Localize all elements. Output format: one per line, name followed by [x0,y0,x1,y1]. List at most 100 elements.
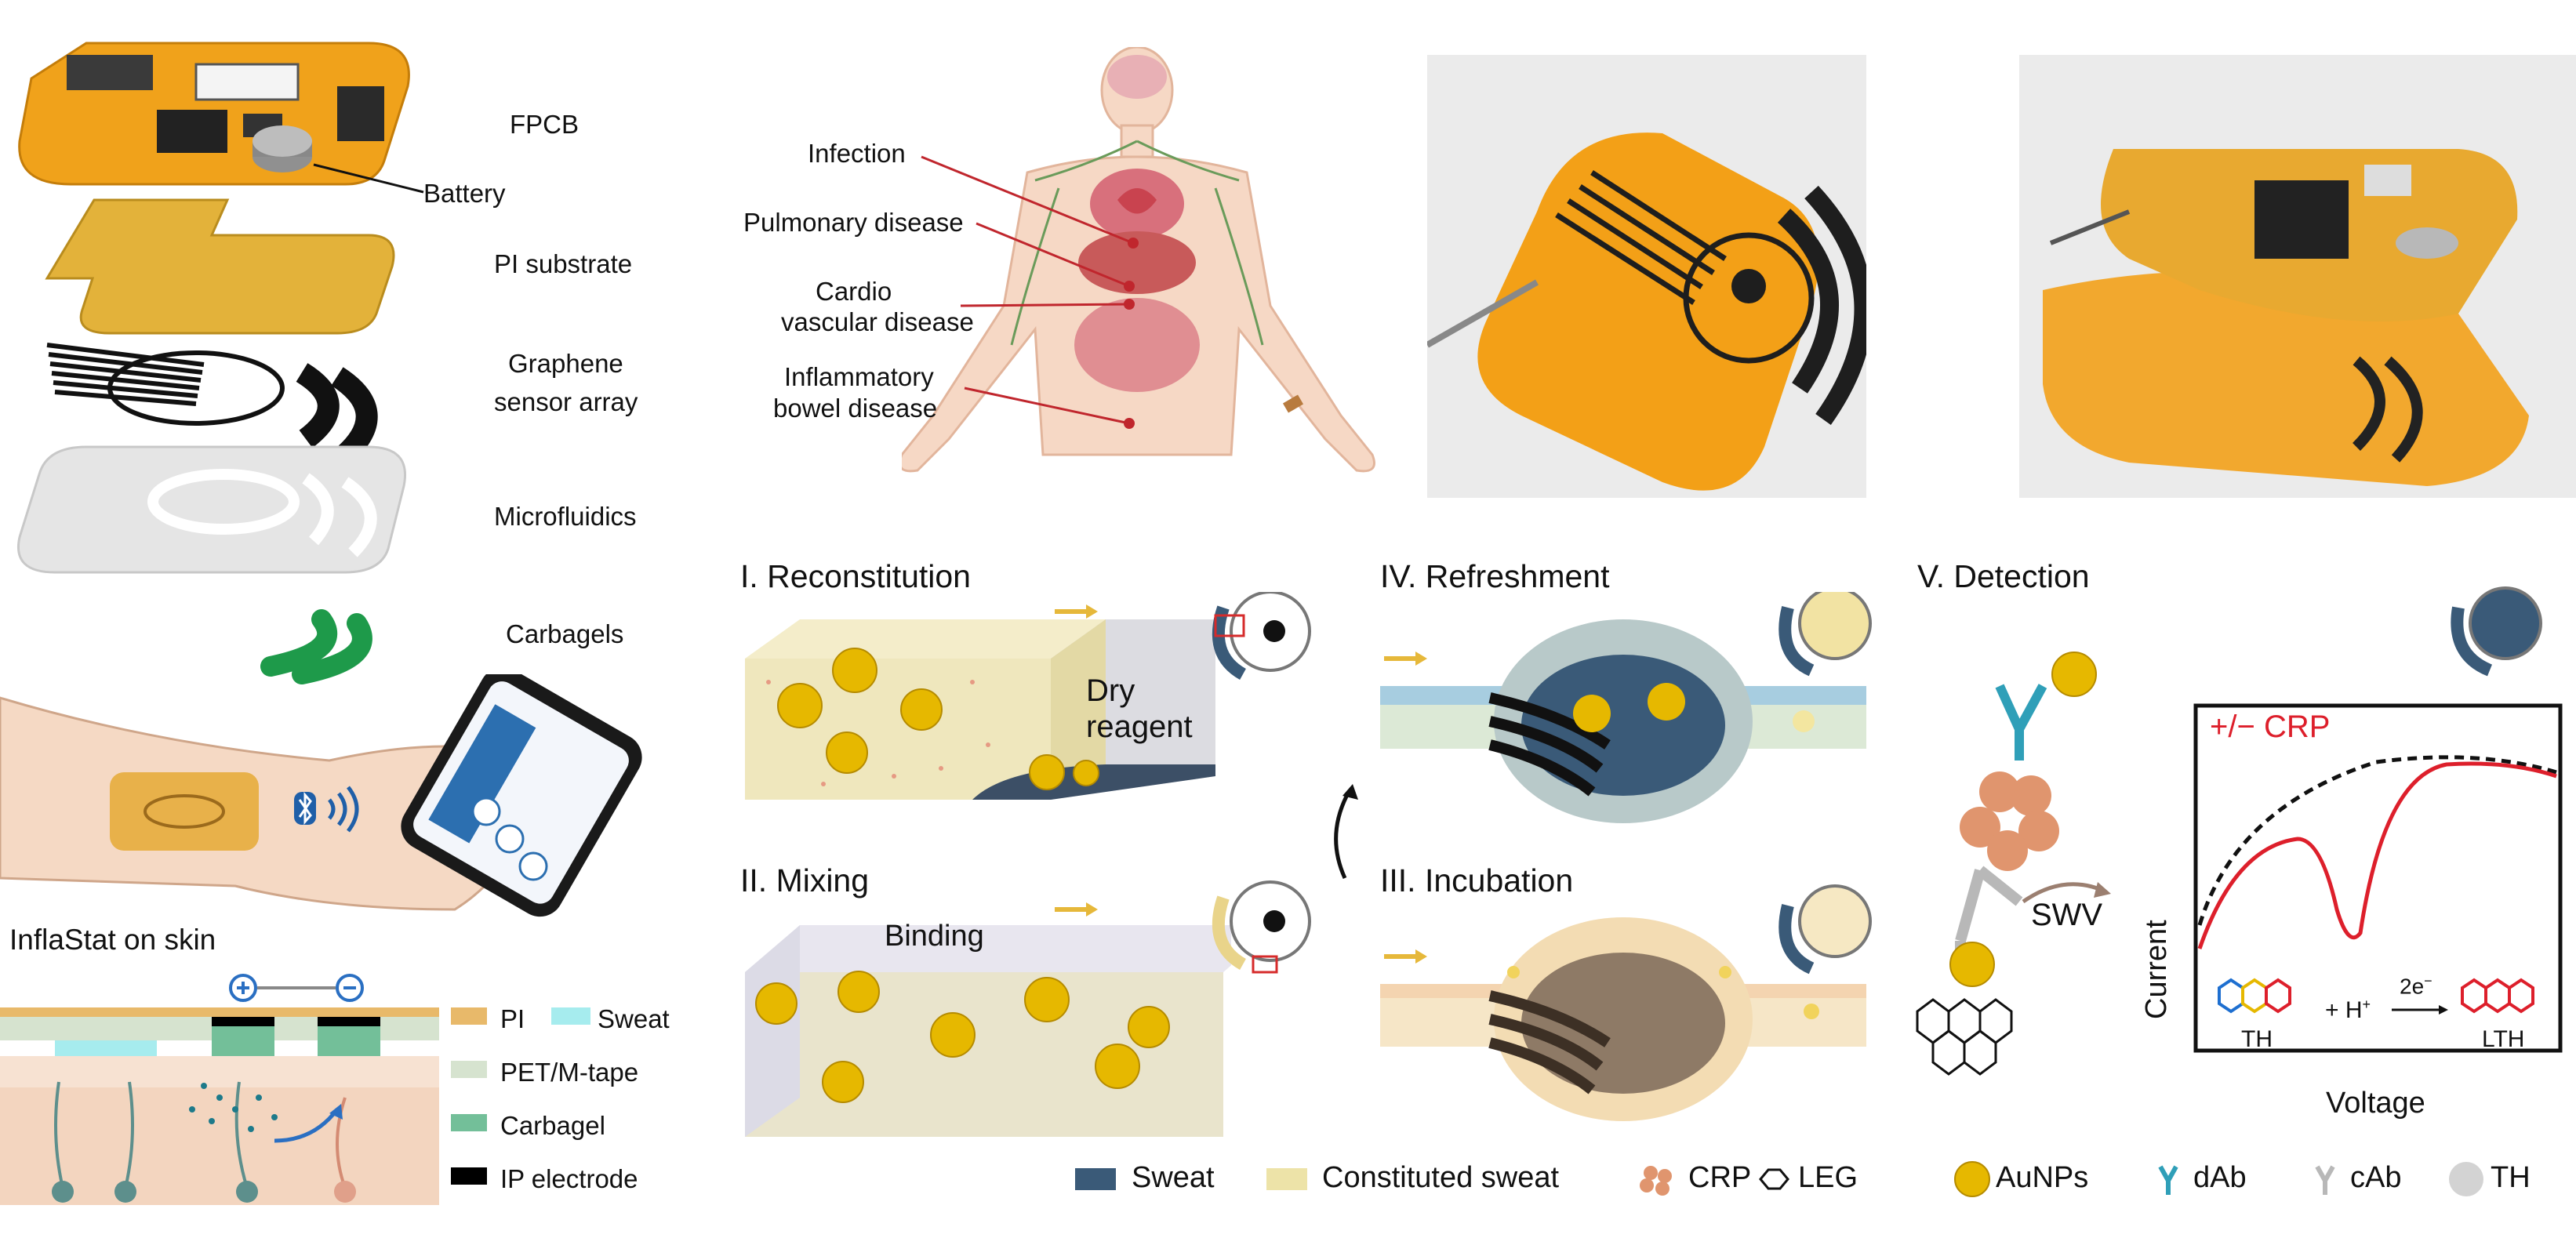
dry-reagent-line1: Dry [1086,673,1135,708]
plus-icon [229,974,257,1002]
graphene-sensor-array [46,343,378,463]
incubation-sensor [1380,917,1866,1121]
smartphone [401,674,642,917]
step-3-title: III. Incubation [1380,862,1574,898]
sensor-thumbnail-5 [2451,586,2542,677]
sensor-thumbnail-4 [1778,592,1872,677]
legend-aunps: AuNPs [1996,1161,2089,1194]
on-skin-title: InflaStat on skin [9,924,216,956]
microfluidics-layer [17,445,406,574]
reconstitution-channel [745,619,1215,800]
th-icon [2449,1162,2483,1196]
cab-icon [2315,1165,2335,1195]
photo-assembled-device [2019,55,2576,498]
legend-crp: CRP [1688,1161,1752,1194]
dab-icon [2158,1165,2178,1195]
fpcb-board [18,42,424,194]
leg-icon [1759,1168,1789,1190]
label-pi-substrate: PI substrate [494,249,633,278]
h-plus-label: + H+ [2325,996,2371,1023]
lth-molecule [2461,978,2534,1014]
skin-legend-carbagel: Carbagel [500,1111,605,1140]
label-ibd-line2: bowel disease [773,394,938,423]
patch-on-wrist [1282,394,1304,413]
label-cardio-line1: Cardio [816,277,892,306]
sensor-and-microfluidic-layers [17,343,406,684]
lth-label: LTH [2482,1026,2525,1052]
bluetooth-icon [294,792,316,825]
sensor-thumbnails-and-arrows [1055,592,1872,975]
sweat-swatch [551,1007,590,1025]
mixing-channel [745,925,1231,1137]
refreshment-sensor [1380,619,1866,823]
label-pulmonary: Pulmonary disease [743,208,964,237]
minus-icon [336,974,364,1002]
binding-label: Binding [885,920,984,953]
skin-legend-swatches [451,1007,487,1185]
legend-cab: cAb [2350,1161,2402,1194]
electron-label: 2e− [2400,973,2432,999]
assembled-device-drawing [2043,149,2529,486]
human-body-illustration [902,47,1375,473]
label-graphene-line1: Graphene [508,349,623,378]
sensor-patch-drawing [1426,132,1873,491]
sensor-thumbnail-2 [1212,880,1311,974]
skin-legend-sweat: Sweat [598,1004,670,1033]
dry-reagent-line2: reagent [1086,710,1193,744]
wearable-patch [110,772,259,851]
electrode-polarity [229,974,364,1002]
label-ibd-line1: Inflammatory [784,362,934,391]
photo-sensor-patch [1426,55,1873,498]
x-axis-label: Voltage [2326,1087,2425,1120]
skin-legend-pi: PI [500,1004,525,1033]
carbagels-layer [260,609,372,684]
legend-constituted-swatch [1266,1168,1307,1190]
legend-constituted-sweat: Constituted sweat [1322,1161,1560,1194]
curve-without-crp [2197,755,2557,926]
skin-legend-ip: IP electrode [500,1164,638,1193]
voltammogram [2193,703,2563,1053]
label-cardio-line2: vascular disease [781,307,974,336]
skin-legend-pet: PET/M-tape [500,1058,639,1087]
label-microfluidics: Microfluidics [494,502,637,531]
th-label: TH [2241,1026,2273,1052]
step-2-title: II. Mixing [740,862,870,898]
legend-dab: dAb [2193,1161,2247,1194]
label-carbagels: Carbagels [506,619,624,648]
sensor-thumbnail-3 [1778,884,1872,975]
bottom-legend-icons [1075,1161,2483,1197]
label-infection: Infection [808,139,906,168]
sensor-thumbnail-1 [1212,592,1311,680]
curve-with-crp [2197,761,2557,949]
swv-arrow [2022,882,2111,904]
arm-with-phone-illustration [0,674,642,917]
legend-leg: LEG [1798,1161,1858,1194]
intestine [1074,298,1200,392]
heart [1117,188,1157,214]
y-axis-label: Current [2140,920,2173,1019]
step-1-title: I. Reconstitution [740,558,971,594]
sandwich-assay-illustration [1916,652,2097,1076]
flow-arrows [1334,790,1351,880]
label-battery: Battery [423,179,506,208]
label-fpcb: FPCB [510,110,580,139]
leg-lattice [1916,998,2013,1076]
legend-sweat: Sweat [1132,1161,1215,1194]
crp-curve-label: +/− CRP [2210,710,2331,744]
pi-substrate-layer [45,198,395,335]
disease-pointer-lines [921,155,1139,429]
aunps-icon [1954,1161,1990,1197]
th-molecule [2218,978,2291,1014]
step-5-title: V. Detection [1917,558,2090,594]
label-graphene-line2: sensor array [494,387,638,416]
legend-th: TH [2491,1161,2531,1194]
exploded-layer-drawing [18,42,424,335]
step-4-title: IV. Refreshment [1380,558,1610,594]
voltammogram-frame [2193,703,2563,1053]
legend-sweat-swatch [1075,1168,1116,1190]
skin-cross-section [0,974,439,1205]
brain [1107,55,1167,99]
wireless-signal-icon [327,786,359,833]
swv-label: SWV [2031,898,2103,932]
crp-icon [1640,1166,1672,1196]
